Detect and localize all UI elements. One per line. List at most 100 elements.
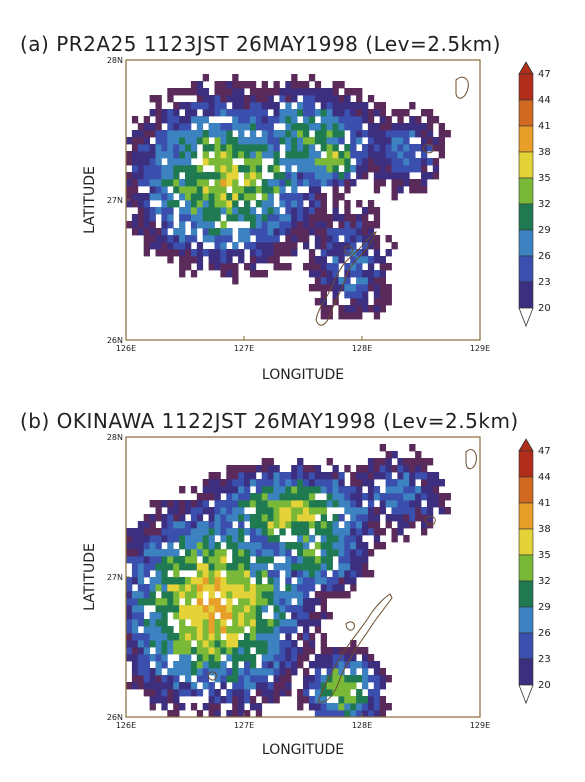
echo-cell (291, 109, 298, 117)
echo-cell (432, 493, 440, 501)
echo-cell (397, 130, 404, 138)
echo-cell (179, 689, 186, 697)
echo-cell (149, 703, 156, 711)
echo-cell (344, 221, 351, 229)
echo-cell (326, 682, 333, 690)
colorbar-label: 29 (538, 225, 551, 236)
echo-cell (297, 465, 304, 473)
echo-cell (426, 486, 434, 494)
echo-cell (249, 605, 257, 613)
echo-cell (344, 200, 351, 208)
echo-cell (338, 682, 345, 690)
echo-cell (297, 654, 304, 662)
echo-cell (232, 528, 239, 536)
echo-cell (208, 221, 215, 229)
echo-cell (379, 270, 386, 278)
echo-cell (255, 556, 263, 564)
echo-cell (291, 123, 298, 131)
echo-cell (173, 549, 180, 557)
echo-cell (344, 263, 351, 271)
echo-cell (367, 256, 375, 264)
echo-cell (149, 577, 156, 585)
echo-cell (397, 158, 404, 166)
echo-cell (137, 633, 145, 641)
echo-cell (173, 88, 180, 96)
echo-cell (350, 577, 357, 585)
echo-cell (338, 703, 345, 711)
echo-cell (131, 605, 139, 613)
echo-cell (232, 507, 239, 515)
echo-cell (314, 521, 322, 529)
echo-cell (267, 242, 274, 250)
echo-cell (373, 123, 381, 131)
echo-cell (249, 137, 257, 145)
echo-cell (179, 486, 186, 494)
echo-cell (385, 493, 392, 501)
echo-cell (244, 165, 251, 173)
echo-cell (350, 549, 357, 557)
echo-cell (285, 507, 292, 515)
echo-cell (190, 116, 198, 124)
echo-cell (149, 235, 156, 243)
echo-cell (332, 535, 339, 543)
echo-cell (214, 214, 221, 222)
echo-cell (137, 528, 145, 536)
echo-cell (373, 221, 381, 229)
echo-cell (297, 500, 304, 508)
echo-cell (403, 137, 410, 145)
echo-cell (291, 563, 298, 571)
echo-cell (208, 654, 215, 662)
echo-cell (261, 144, 268, 152)
colorbar-label: 41 (538, 498, 551, 509)
echo-cell (196, 193, 204, 201)
echo-cell (338, 95, 345, 103)
echo-cell (255, 102, 263, 110)
echo-cell (226, 493, 233, 501)
echo-cell (314, 263, 322, 271)
echo-cell (244, 528, 251, 536)
echo-cell (338, 242, 345, 250)
echo-cell (308, 151, 316, 159)
echo-cell (356, 277, 363, 285)
echo-cell (367, 654, 375, 662)
echo-cell (273, 612, 280, 620)
echo-cell (273, 207, 280, 215)
echo-cell (232, 640, 239, 648)
echo-cell (261, 563, 268, 571)
echo-cell (208, 612, 215, 620)
echo-cell (167, 563, 174, 571)
echo-cell (297, 584, 304, 592)
echo-cell (350, 696, 357, 704)
echo-cell (267, 556, 274, 564)
echo-cell (255, 563, 263, 571)
echo-cell (267, 123, 274, 131)
echo-cell (208, 472, 215, 480)
echo-cell (279, 563, 286, 571)
echo-cell (196, 668, 204, 676)
echo-cell (261, 242, 268, 250)
echo-cell (255, 577, 263, 585)
echo-cell (161, 675, 168, 683)
echo-cell (320, 647, 327, 655)
echo-cell (397, 507, 404, 515)
echo-cell (338, 277, 345, 285)
echo-cell (303, 563, 310, 571)
echo-cell (397, 465, 404, 473)
echo-cell (143, 242, 150, 250)
echo-cell (161, 144, 168, 152)
echo-cell (244, 619, 251, 627)
echo-cell (185, 535, 192, 543)
echo-cell (220, 682, 227, 690)
echo-cell (291, 151, 298, 159)
echo-cell (196, 242, 204, 250)
echo-cell (202, 116, 209, 124)
echo-cell (367, 472, 375, 480)
echo-cell (167, 235, 174, 243)
echo-cell (291, 95, 298, 103)
echo-cell (391, 109, 398, 117)
echo-cell (255, 570, 263, 578)
echo-cell (385, 500, 392, 508)
echo-cell (208, 626, 215, 634)
echo-cell (344, 88, 351, 96)
echo-cell (185, 528, 192, 536)
